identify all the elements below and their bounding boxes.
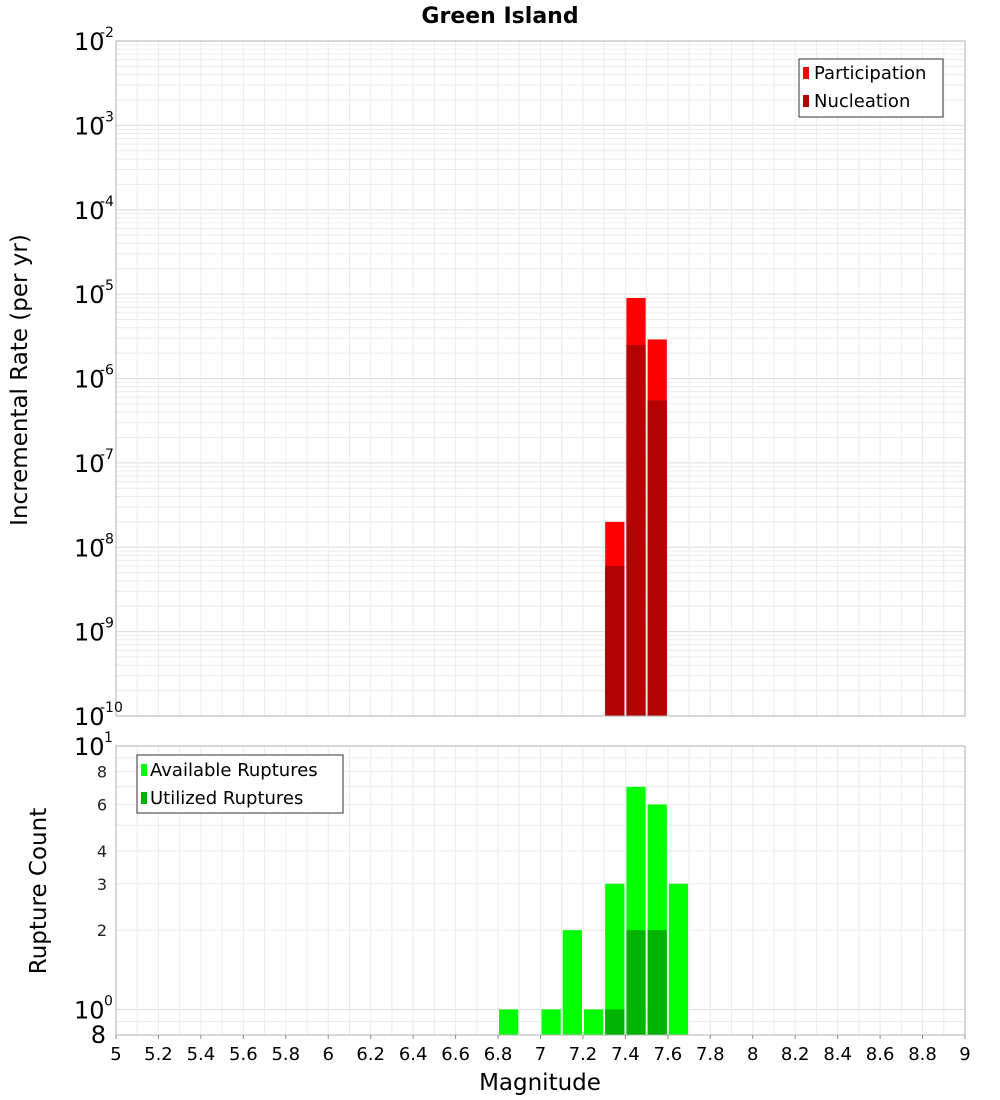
available-ruptures-bar — [668, 883, 689, 1035]
x-tick-label: 9 — [959, 1044, 970, 1065]
rate-legend-box — [798, 58, 944, 118]
rate-panel: 10-1010-910-810-710-610-510-410-310-2Par… — [74, 25, 966, 731]
legend-swatch — [803, 67, 809, 79]
legend-swatch — [141, 764, 147, 776]
x-tick-label: 8.6 — [866, 1044, 895, 1065]
x-tick-label: 5.4 — [187, 1044, 216, 1065]
x-tick-label: 8 — [747, 1044, 758, 1065]
count-y-tick-label: 10 — [74, 996, 105, 1024]
count-legend: Available Ruptures Utilized Ruptures — [136, 754, 344, 814]
count-y-tick-label: 3 — [97, 875, 107, 894]
rate-y-tick-label: 10 — [74, 619, 105, 647]
legend-swatch — [803, 95, 809, 107]
legend-label: Participation — [814, 63, 926, 84]
y-axis-label-rate: Incremental Rate (per yr) — [7, 234, 33, 526]
rate-y-tick-exponent: -2 — [100, 25, 114, 41]
utilized-ruptures-bar — [647, 930, 667, 1035]
rate-y-tick-exponent: -8 — [100, 531, 114, 547]
count-y-tick-exponent: 1 — [104, 730, 113, 746]
x-tick-label: 8.8 — [908, 1044, 937, 1065]
rate-y-tick-label: 10 — [74, 450, 105, 478]
x-tick-label: 6.4 — [399, 1044, 428, 1065]
utilized-ruptures-bar — [605, 1009, 625, 1035]
legend-label: Utilized Ruptures — [150, 788, 303, 809]
rate-y-tick-label: 10 — [74, 112, 105, 140]
count-bars — [499, 786, 689, 1035]
x-tick-label: 7.6 — [654, 1044, 683, 1065]
x-tick-label: 5 — [110, 1044, 121, 1065]
nucleation-bar — [605, 565, 625, 716]
rate-y-tick-exponent: -4 — [100, 194, 114, 210]
count-y-tick-exponent: 0 — [104, 993, 113, 1009]
available-ruptures-bar — [541, 1009, 561, 1035]
rate-legend: Participation Nucleation — [798, 58, 944, 118]
rate-y-tick-label: 10 — [74, 28, 105, 56]
rate-y-tick-exponent: -5 — [100, 278, 114, 294]
rate-plot-border — [115, 40, 966, 717]
count-y-tick-label: 10 — [74, 733, 105, 761]
x-tick-label: 6.2 — [356, 1044, 385, 1065]
x-tick-label: 8.4 — [823, 1044, 852, 1065]
rate-y-tick-exponent: -10 — [100, 700, 123, 716]
available-ruptures-bar — [583, 1009, 604, 1035]
rate-y-tick-label: 10 — [74, 703, 105, 731]
x-tick-label: 8.2 — [781, 1044, 810, 1065]
legend-label: Available Ruptures — [150, 760, 318, 781]
x-tick-label: 7.2 — [569, 1044, 598, 1065]
nucleation-bar — [647, 400, 667, 716]
rate-y-tick-exponent: -7 — [100, 447, 114, 463]
count-y-tick-label: 8 — [97, 763, 107, 782]
x-tick-label: 6 — [323, 1044, 334, 1065]
utilized-ruptures-bar — [626, 930, 646, 1035]
x-tick-label: 7.8 — [696, 1044, 725, 1065]
x-tick-label: 7.4 — [611, 1044, 640, 1065]
y-axis-label-count: Rupture Count — [26, 808, 52, 974]
count-y-tick-label: 2 — [97, 921, 107, 940]
count-y-tick-label: 8 — [91, 1021, 106, 1049]
chart-title: Green Island — [421, 4, 578, 29]
legend-label: Nucleation — [814, 91, 910, 112]
rate-grid — [115, 40, 966, 717]
x-tick-label: 6.6 — [441, 1044, 470, 1065]
count-y-tick-label: 4 — [97, 842, 107, 861]
rate-bars — [605, 297, 667, 716]
available-ruptures-bar — [499, 1009, 519, 1035]
rate-y-tick-label: 10 — [74, 281, 105, 309]
legend-swatch — [141, 792, 147, 804]
x-tick-label: 5.2 — [144, 1044, 173, 1065]
rate-y-tick-exponent: -9 — [100, 616, 114, 632]
rate-y-tick-exponent: -6 — [100, 363, 114, 379]
x-tick-label: 5.6 — [229, 1044, 258, 1065]
rate-y-tick-exponent: -3 — [100, 109, 114, 125]
available-ruptures-bar — [605, 883, 625, 1035]
rate-y-tick-label: 10 — [74, 534, 105, 562]
x-tick-label: 5.8 — [271, 1044, 300, 1065]
rate-y-tick-label: 10 — [74, 197, 105, 225]
x-axis-ticks: 5 5.2 5.4 5.6 5.8 6 6.2 6.4 6.6 6.8 7 7.2 7.4 7.6 7.8 8… — [110, 1035, 971, 1065]
nucleation-bar — [626, 344, 646, 716]
available-ruptures-bar — [562, 930, 582, 1035]
count-y-tick-label: 6 — [97, 795, 107, 814]
x-tick-label: 7 — [535, 1044, 546, 1065]
x-axis-label: Magnitude — [479, 1070, 601, 1096]
count-legend-box — [136, 754, 344, 814]
rate-y-tick-label: 10 — [74, 366, 105, 394]
x-tick-label: 6.8 — [484, 1044, 513, 1065]
